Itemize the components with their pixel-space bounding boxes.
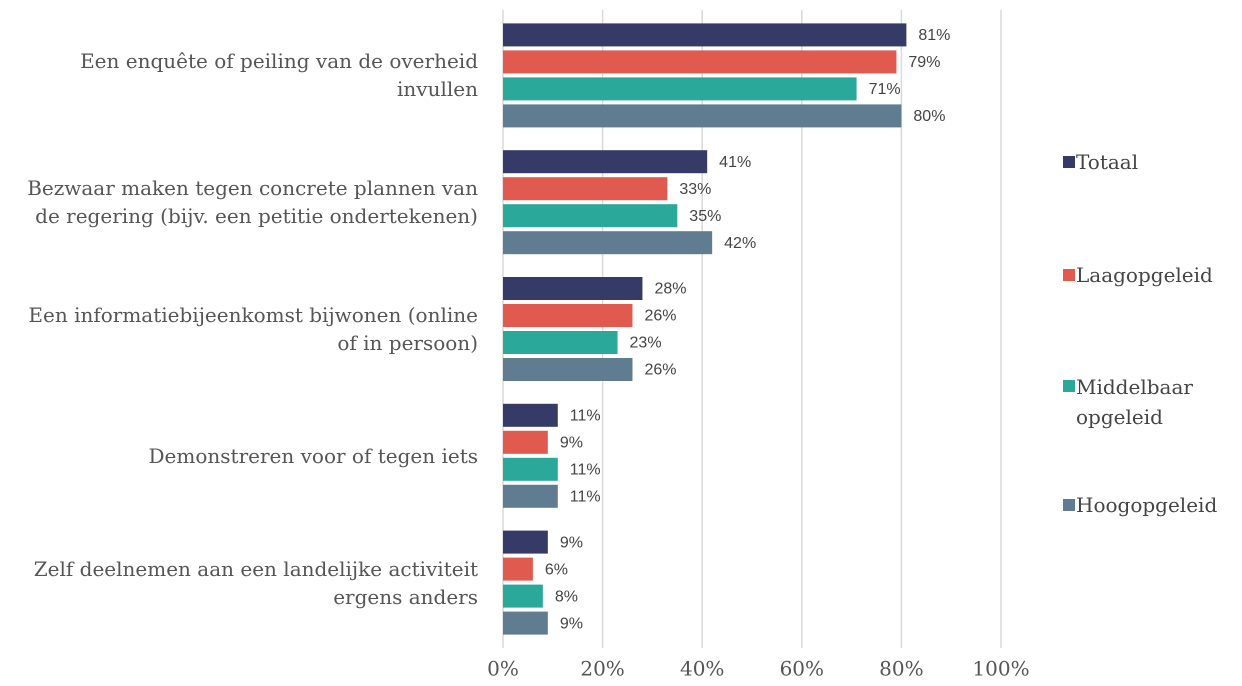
value-label: 42% — [724, 235, 756, 252]
bar — [503, 331, 618, 354]
bar — [503, 77, 857, 101]
value-label: 28% — [654, 281, 686, 298]
value-label: 41% — [719, 154, 751, 171]
value-label: 26% — [644, 308, 676, 325]
value-label: 11% — [570, 489, 601, 506]
legend-label: Totaal — [1076, 150, 1139, 174]
value-label: 9% — [560, 435, 583, 452]
value-label: 8% — [555, 588, 578, 605]
legend-label: Middelbaar opgeleid — [1076, 375, 1193, 429]
category-label: Zelf deelnemen aan een landelijke activi… — [33, 556, 478, 609]
bar — [503, 403, 558, 427]
bar — [503, 304, 633, 327]
bar — [503, 104, 902, 128]
x-tick-label: 0% — [487, 657, 519, 681]
x-tick-label: 40% — [680, 657, 724, 681]
bar — [503, 611, 548, 635]
value-label: 35% — [689, 208, 721, 225]
bar — [503, 530, 548, 554]
value-label: 11% — [570, 462, 601, 479]
value-label: 11% — [570, 408, 601, 425]
value-label: 33% — [679, 181, 711, 198]
category-label: Een informatiebijeenkomst bijwonen (onli… — [28, 303, 478, 355]
bar — [503, 23, 907, 47]
x-tick-label: 20% — [580, 657, 624, 681]
bar — [503, 177, 668, 201]
x-tick-label: 60% — [780, 657, 824, 681]
bar — [503, 277, 643, 300]
bar — [503, 557, 533, 581]
category-label: Een enquête of peiling van de overheid i… — [80, 49, 478, 102]
bar — [503, 584, 543, 608]
bar — [503, 430, 548, 454]
bar — [503, 358, 633, 381]
bar — [503, 457, 558, 481]
category-label: Bezwaar maken tegen concrete plannen van… — [27, 176, 478, 229]
value-label: 26% — [644, 362, 676, 379]
value-label: 6% — [545, 561, 568, 578]
category-label: Demonstreren voor of tegen iets — [148, 443, 478, 468]
bar — [503, 50, 897, 74]
value-label: 9% — [560, 615, 583, 632]
bar — [503, 204, 678, 228]
legend-label: Hoogopgeleid — [1076, 493, 1218, 517]
value-label: 9% — [560, 534, 583, 551]
legend-marker — [1063, 499, 1075, 511]
value-label: 80% — [913, 108, 945, 125]
bar — [503, 150, 708, 174]
bar — [503, 484, 558, 508]
legend-marker — [1063, 269, 1075, 281]
x-tick-label: 80% — [879, 657, 923, 681]
legend-label: Laagopgeleid — [1076, 263, 1213, 287]
x-tick-label: 100% — [972, 657, 1029, 681]
bar — [503, 231, 713, 255]
value-label: 71% — [869, 81, 901, 98]
value-label: 81% — [918, 27, 950, 44]
legend-marker — [1063, 380, 1075, 392]
value-label: 23% — [630, 335, 662, 352]
legend-marker — [1063, 156, 1075, 168]
value-label: 79% — [908, 54, 940, 71]
